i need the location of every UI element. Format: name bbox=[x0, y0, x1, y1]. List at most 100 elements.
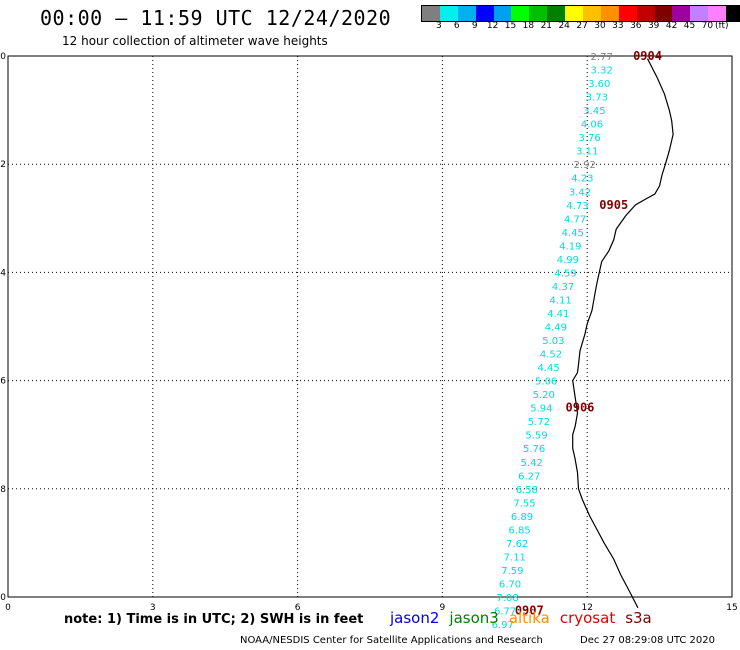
wave-height-label: 7.59 bbox=[501, 566, 523, 577]
colorbar-swatch bbox=[439, 6, 458, 21]
wave-height-label: 4.49 bbox=[545, 323, 567, 334]
pass-time-label: 0906 bbox=[566, 401, 595, 415]
colorbar-swatch bbox=[565, 6, 584, 21]
wave-height-label: 3.42 bbox=[569, 187, 591, 198]
x-tick-label: 15 bbox=[726, 603, 737, 613]
wave-height-label: 6.77 bbox=[494, 607, 516, 618]
colorbar-label: 18 bbox=[522, 21, 535, 31]
y-tick-label: -14 bbox=[0, 268, 6, 278]
colorbar-labels: 3 6 9 12 15 18 21 24 27 30 33 36 39 42 45 70 bbox=[421, 21, 740, 33]
map-frame bbox=[7, 55, 733, 598]
colorbar-label: 70 bbox=[701, 21, 714, 31]
colorbar-swatch bbox=[726, 6, 740, 21]
wave-height-label: 5.94 bbox=[530, 404, 552, 415]
colorbar-label: 12 bbox=[486, 21, 499, 31]
y-tick-label: -10 bbox=[0, 52, 6, 62]
colorbar bbox=[421, 5, 740, 22]
wave-height-label: 4.99 bbox=[557, 255, 579, 266]
map-title: 00:00 – 11:59 UTC 12/24/2020 bbox=[40, 6, 392, 30]
wave-height-label: 6.97 bbox=[492, 620, 514, 631]
wave-height-label: 2.77 bbox=[591, 52, 613, 63]
footer-credit: NOAA/NESDIS Center for Satellite Applica… bbox=[240, 635, 543, 646]
satellite-legend-s3a: s3a bbox=[625, 609, 652, 627]
colorbar-label: 39 bbox=[647, 21, 660, 31]
pass-time-label: 0904 bbox=[633, 49, 662, 63]
wave-height-label: 5.76 bbox=[523, 444, 545, 455]
wave-height-label: 4.23 bbox=[571, 174, 593, 185]
x-tick-label: 0 bbox=[5, 603, 11, 613]
wave-height-label: 5.72 bbox=[528, 417, 550, 428]
colorbar-swatch bbox=[511, 6, 530, 21]
wave-height-label: 5.42 bbox=[521, 458, 543, 469]
colorbar-swatch bbox=[708, 6, 727, 21]
x-tick-label: 3 bbox=[150, 603, 156, 613]
x-tick-label: 6 bbox=[295, 603, 301, 613]
colorbar-label: 36 bbox=[630, 21, 642, 31]
colorbar-swatch bbox=[618, 6, 637, 21]
wave-height-label: 7.55 bbox=[513, 498, 535, 509]
colorbar-swatch bbox=[654, 6, 673, 21]
colorbar-label: 30 bbox=[594, 21, 606, 31]
wave-height-label: 4.59 bbox=[554, 268, 576, 279]
wave-height-label: 3.11 bbox=[576, 147, 598, 158]
satellite-legend-jason2: jason2 bbox=[390, 609, 440, 627]
wave-height-label: 4.11 bbox=[550, 295, 572, 306]
wave-height-label: 2.92 bbox=[574, 160, 596, 171]
colorbar-swatch bbox=[475, 6, 494, 21]
wave-height-label: 5.20 bbox=[533, 390, 555, 401]
colorbar-swatch bbox=[672, 6, 691, 21]
wave-height-label: 5.06 bbox=[535, 377, 557, 388]
wave-height-label: 4.41 bbox=[547, 309, 569, 320]
y-tick-label: -16 bbox=[0, 377, 6, 387]
wave-height-label: 4.77 bbox=[564, 214, 586, 225]
wave-height-label: 4.19 bbox=[559, 241, 581, 252]
wave-height-label: 5.59 bbox=[525, 431, 547, 442]
wave-height-label: 5.03 bbox=[542, 336, 564, 347]
colorbar-swatch bbox=[600, 6, 619, 21]
wave-height-label: 6.85 bbox=[508, 525, 530, 536]
x-tick-label: 9 bbox=[440, 603, 446, 613]
footer-timestamp: Dec 27 08:29:08 UTC 2020 bbox=[580, 635, 715, 646]
wave-height-label: 3.32 bbox=[591, 66, 613, 77]
colorbar-swatch bbox=[547, 6, 566, 21]
map-subtitle: 12 hour collection of altimeter wave hei… bbox=[62, 34, 328, 48]
colorbar-swatch bbox=[583, 6, 601, 21]
wave-height-label: 6.89 bbox=[511, 512, 533, 523]
colorbar-label: 15 bbox=[504, 21, 517, 31]
colorbar-label: 33 bbox=[612, 21, 624, 31]
colorbar-label: 45 bbox=[683, 21, 696, 31]
colorbar-swatch bbox=[636, 6, 655, 21]
colorbar-swatch bbox=[529, 6, 548, 21]
wave-height-label: 4.45 bbox=[562, 228, 584, 239]
coastline bbox=[572, 58, 674, 609]
wave-height-label: 6.70 bbox=[499, 579, 521, 590]
wave-height-label: 4.06 bbox=[581, 120, 603, 131]
satellite-legend-jason3: jason3 bbox=[449, 609, 499, 627]
colorbar-label: 3 bbox=[436, 21, 442, 31]
wave-height-label: 4.37 bbox=[552, 282, 574, 293]
satellite-legend-altika: altika bbox=[508, 609, 550, 627]
y-tick-label: -20 bbox=[0, 593, 6, 603]
pass-time-label: 0905 bbox=[599, 198, 628, 212]
colorbar-unit: (ft) bbox=[715, 21, 729, 31]
wave-height-label: 3.76 bbox=[578, 133, 600, 144]
colorbar-swatch bbox=[422, 6, 440, 21]
wave-height-label: 4.73 bbox=[566, 201, 588, 212]
pass-time-label: 0907 bbox=[515, 604, 544, 618]
wave-height-label: 6.58 bbox=[516, 485, 538, 496]
y-tick-label: -18 bbox=[0, 485, 6, 495]
wave-height-label: 3.45 bbox=[583, 106, 605, 117]
colorbar-label: 6 bbox=[453, 21, 460, 31]
wave-height-label: 7.62 bbox=[506, 539, 528, 550]
colorbar-swatch bbox=[493, 6, 512, 21]
wave-height-label: 7.11 bbox=[504, 552, 526, 563]
colorbar-label: 9 bbox=[471, 21, 478, 31]
colorbar-label: 42 bbox=[665, 21, 678, 31]
wave-height-label: 6.27 bbox=[518, 471, 540, 482]
colorbar-label: 24 bbox=[558, 21, 570, 31]
colorbar-label: 21 bbox=[540, 21, 553, 31]
x-tick-label: 12 bbox=[581, 603, 592, 613]
note-text: note: 1) Time is in UTC; 2) SWH is in fe… bbox=[64, 612, 364, 627]
wave-height-label: 4.52 bbox=[540, 350, 562, 361]
